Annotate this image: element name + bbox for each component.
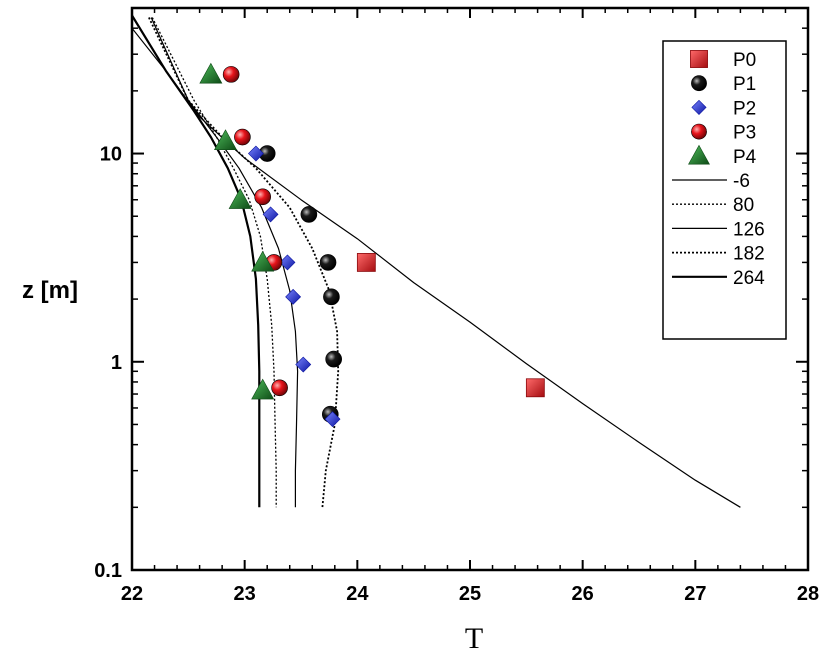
point-P4: [199, 62, 223, 84]
legend: P0 P1 P2 P3 P4 -6 80 126 182 264: [662, 40, 787, 340]
point-P3: [222, 66, 240, 83]
legend-label-P2: P2: [733, 98, 756, 119]
point-P2: [285, 288, 302, 305]
point-P2: [248, 145, 264, 162]
legend-label-182: 182: [733, 244, 765, 265]
point-P2: [279, 254, 296, 271]
line-series--6: [132, 27, 741, 508]
x-tick-label: 22: [121, 583, 143, 605]
point-P1: [325, 350, 342, 368]
point-P1: [319, 254, 337, 271]
x-axis-tick-labels: 22 23 24 25 26 27 28: [121, 583, 819, 605]
x-tick-label: 27: [684, 583, 706, 605]
line-series-182: [148, 17, 340, 508]
x-tick-label: 28: [797, 583, 819, 605]
model-lines: [132, 14, 741, 508]
legend-label-P1: P1: [733, 74, 756, 95]
y-axis-tick-labels: 0.1 1 10: [94, 144, 122, 582]
legend-box: [662, 40, 787, 340]
measured-points: [199, 62, 545, 428]
x-tick-label: 25: [459, 583, 481, 605]
x-tick-label: 23: [234, 583, 256, 605]
legend-label-264: 264: [733, 268, 765, 289]
legend-marker-P0: [690, 50, 708, 68]
legend-marker-P1: [691, 75, 707, 92]
y-tick-label: 1: [111, 352, 122, 374]
x-tick-label: 24: [346, 583, 369, 605]
legend-label-P0: P0: [733, 50, 756, 71]
legend-label-126: 126: [733, 219, 765, 240]
line-series-264: [132, 14, 261, 508]
point-P2: [295, 356, 312, 373]
y-tick-label: 10: [100, 144, 122, 166]
point-P1: [300, 206, 318, 223]
point-P3: [254, 188, 271, 206]
line-series-126: [150, 17, 299, 508]
y-tick-label: 0.1: [94, 560, 122, 582]
axis-ticks: [131, 8, 809, 571]
legend-label--6: -6: [733, 171, 750, 192]
x-tick-label: 26: [572, 583, 594, 605]
point-P1: [323, 288, 340, 306]
legend-label-P4: P4: [733, 147, 757, 168]
point-P3: [271, 379, 288, 397]
legend-marker-P2: [691, 99, 707, 115]
point-P2: [262, 206, 279, 223]
x-axis-label: T: [465, 622, 483, 655]
point-P4: [251, 250, 275, 272]
legend-label-P3: P3: [733, 123, 756, 144]
point-P4: [228, 188, 252, 209]
line-series-80: [151, 17, 277, 508]
y-axis-label: z [m]: [22, 277, 78, 304]
point-P3: [234, 128, 251, 146]
legend-label-80: 80: [733, 195, 754, 216]
point-P4: [214, 129, 238, 151]
legend-marker-P3: [691, 123, 707, 140]
point-P0: [356, 253, 376, 272]
point-P2: [324, 411, 341, 428]
point-P0: [525, 378, 545, 398]
point-P4: [251, 378, 275, 400]
legend-marker-P4: [688, 144, 710, 165]
